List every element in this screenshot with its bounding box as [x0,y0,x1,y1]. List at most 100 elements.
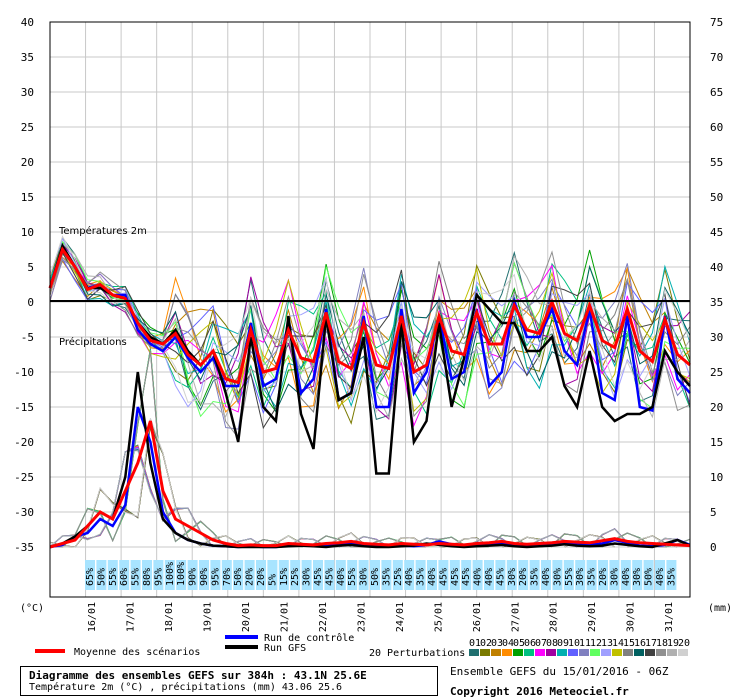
x-tick-label: 30/01 [626,602,637,632]
right-unit: (mm) [708,603,732,614]
perturbation-swatch-15 [623,649,633,656]
perturbation-id-16: 16 [634,638,646,649]
prob-label: 15% [279,568,290,586]
prob-cell [529,560,540,590]
x-tick-label: 28/01 [549,602,560,632]
perturbation-swatch-14 [612,649,622,656]
x-tick-label: 22/01 [318,602,329,632]
x-tick-label: 19/01 [202,602,213,632]
prob-cell [518,560,529,590]
perturbation-id-17: 17 [645,638,657,649]
prob-label: 90% [188,568,199,586]
gfs-temp-line [48,242,691,475]
prob-cell [666,560,677,590]
right-tick-label: 30 [710,331,723,344]
prob-label: 35% [530,568,541,586]
perturbation-id-05: 05 [513,638,525,649]
prob-cell [392,560,403,590]
prob-label: 65% [85,568,96,586]
prob-label: 90% [199,568,210,586]
prob-label: 45% [461,568,472,586]
legend-gfs-label: Run GFS [264,643,306,654]
prob-cell [256,560,266,590]
prob-label: 30% [609,568,620,586]
prob-cell [495,560,506,590]
prob-cell [472,560,483,590]
prob-label: 40% [404,568,415,586]
right-tick-label: 25 [710,366,723,379]
perturbation-id-11: 11 [579,638,591,649]
perturbation-swatch-12 [590,649,600,656]
prob-cell [176,560,187,590]
prob-cell [381,560,392,590]
x-tick-label: 16/01 [87,602,98,632]
x-tick-label: 23/01 [356,602,367,632]
prob-label: 55% [347,568,358,586]
title-box: Diagramme des ensembles GEFS sur 384h : … [20,666,438,696]
control-temp-line [48,242,691,413]
right-tick-label: 20 [710,401,723,414]
prob-label: 40% [336,568,347,586]
prob-cell [347,560,358,590]
prob-label: 40% [541,568,552,586]
right-tick-label: 70 [710,51,723,64]
perturbation-id-03: 03 [491,638,503,649]
prob-cell [290,560,301,590]
x-tick-label: 29/01 [587,602,598,632]
left-tick-label: -15 [14,401,34,414]
right-tick-label: 0 [710,541,717,554]
x-tick-label: 27/01 [510,602,521,632]
prob-label: 45% [495,568,506,586]
right-tick-label: 50 [710,191,723,204]
mean-precip-line [49,420,691,549]
perturbation-id-09: 09 [557,638,569,649]
prob-cell [438,560,449,590]
perturbation-id-14: 14 [612,638,624,649]
prob-label: 50% [233,568,244,586]
perturbation-id-10: 10 [568,638,580,649]
right-tick-label: 5 [710,506,717,519]
right-tick-label: 75 [710,16,723,29]
left-tick-label: 15 [21,191,34,204]
prob-cell [415,560,426,590]
prob-label: 30% [552,568,563,586]
perturbation-id-15: 15 [623,638,635,649]
left-tick-label: 40 [21,16,34,29]
prob-label: 30% [302,568,313,586]
perturbation-swatch-20 [678,649,688,656]
main-lines [48,242,691,549]
prob-cell [541,560,551,590]
prob-label: 40% [473,568,484,586]
prob-label: 20% [598,568,609,586]
prob-label: 100% [176,562,187,586]
prob-label: 50% [96,568,107,586]
perturbation-id-06: 06 [524,638,536,649]
perturbation-swatch-19 [667,649,677,656]
perturbation-swatch-18 [656,649,666,656]
prob-cell [233,560,244,590]
left-tick-label: -25 [14,471,34,484]
copyright: Copyright 2016 Meteociel.fr [450,685,629,698]
perturbation-swatch-16 [634,649,644,656]
prob-label: 20% [518,568,529,586]
chart-title: Diagramme des ensembles GEFS sur 384h : … [29,669,367,682]
x-tick-label: 25/01 [433,602,444,632]
prob-label: 45% [313,568,324,586]
x-tick-label: 31/01 [664,602,675,632]
perturbation-swatch-02 [480,649,490,656]
prob-cell [244,560,255,590]
prob-cell [153,560,164,590]
left-axis: 40 35 30 25 20 15 10 5 0 -5 -10 -15 -20 -25 -30 -35 [14,16,34,554]
prob-cell [187,560,198,590]
right-tick-label: 35 [710,296,723,309]
prob-label: 25% [393,568,404,586]
prob-cell [586,560,597,590]
left-tick-label: -5 [21,331,34,344]
prob-cell [598,560,608,590]
prob-label: 55% [564,568,575,586]
perturbation-swatch-07 [535,649,545,656]
prob-label: 30% [575,568,586,586]
left-tick-label: 35 [21,51,34,64]
left-tick-label: -20 [14,436,34,449]
